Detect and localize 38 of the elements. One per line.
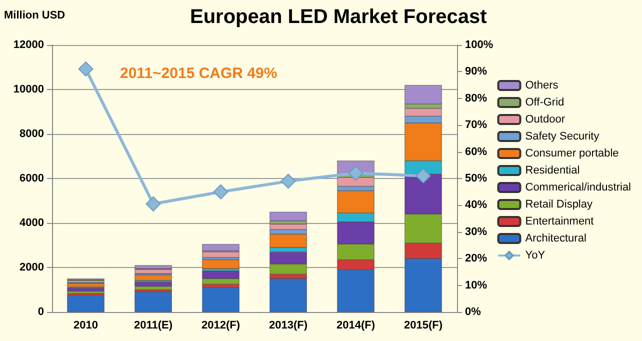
- x-tick-label: 2015(F): [404, 320, 443, 332]
- legend-label: Architectural: [525, 232, 586, 244]
- y2-tick-label: 100%: [465, 39, 494, 51]
- y2-tick-label: 30%: [465, 226, 488, 238]
- x-tick-label: 2012(F): [201, 320, 240, 332]
- y-tick-label: 6000: [20, 172, 44, 184]
- chart-title: European LED Market Forecast: [190, 6, 488, 28]
- legend-label: Safety Security: [525, 130, 600, 142]
- annotation: 2011~2015 CAGR 49%: [120, 65, 278, 82]
- y2-tick-label: 40%: [465, 199, 488, 212]
- legend-label: Off-Grid: [525, 96, 564, 108]
- y2-tick-label: 10%: [465, 279, 488, 292]
- y2-tick-label: 80%: [465, 92, 488, 104]
- y2-tick-label: 60%: [465, 146, 488, 158]
- y2-tick-label: 0%: [465, 306, 482, 318]
- y-axis-title: Million USD: [4, 10, 66, 22]
- legend-label: Others: [525, 80, 559, 92]
- x-tick-label: 2010: [74, 320, 98, 332]
- y-tick-label: 4000: [20, 217, 44, 229]
- legend-label: YoY: [525, 250, 546, 262]
- legend-label: Outdoor: [525, 114, 566, 126]
- y2-tick-label: 20%: [465, 252, 488, 265]
- y2-tick-label: 90%: [465, 66, 488, 78]
- y-tick-label: 10000: [13, 84, 44, 96]
- y2-tick-label: 50%: [465, 172, 488, 184]
- x-tick-label: 2011(E): [134, 320, 173, 332]
- x-tick-label: 2013(F): [268, 320, 308, 332]
- legend-label: Entertainment: [525, 216, 594, 228]
- legend-label: Commerical/industrial: [525, 182, 632, 194]
- x-tick-label: 2014(F): [336, 320, 376, 332]
- y-tick-label: 12000: [13, 39, 44, 51]
- y-tick-label: 8000: [20, 128, 44, 140]
- y-tick-label: 0: [38, 306, 44, 318]
- legend-label: Residential: [525, 164, 580, 176]
- legend-label: Consumer portable: [525, 148, 619, 160]
- y-tick-label: 2000: [20, 262, 44, 274]
- y2-tick-label: 70%: [465, 119, 488, 132]
- legend-label: Retail Display: [525, 198, 593, 210]
